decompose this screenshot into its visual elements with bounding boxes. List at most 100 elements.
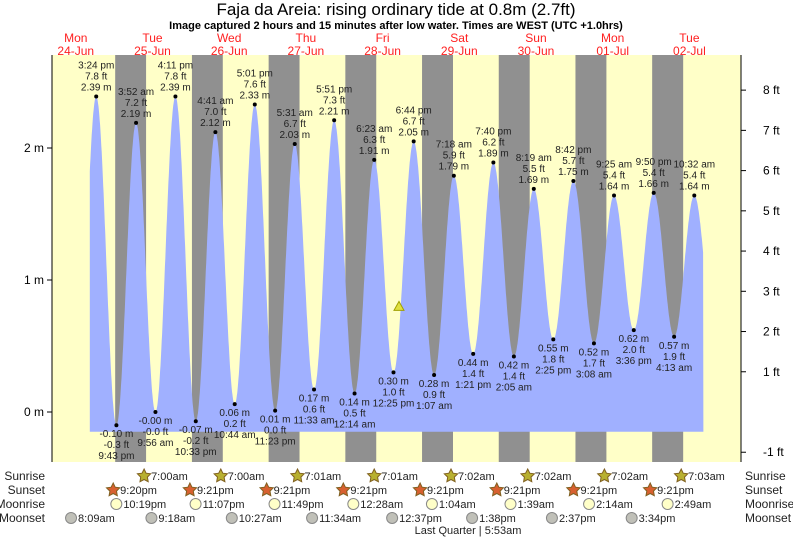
low-tide-label: 2.0 ft bbox=[623, 345, 645, 356]
sunset-time: 9:21pm bbox=[580, 485, 617, 497]
high-tide-label: 5.4 ft bbox=[643, 168, 665, 179]
extreme-point bbox=[94, 94, 99, 99]
row-label-right: Sunset bbox=[745, 483, 783, 497]
high-tide-label: 6:23 am bbox=[356, 124, 392, 135]
low-tide-label: -0.00 m bbox=[138, 416, 172, 427]
sunset-time: 9:21pm bbox=[427, 485, 464, 497]
sunset-icon bbox=[642, 481, 658, 497]
current-tide-marker bbox=[393, 300, 405, 311]
low-tide-label: 0.2 ft bbox=[224, 419, 246, 430]
high-tide-label: 1.66 m bbox=[638, 179, 669, 190]
moonrise-icon bbox=[583, 498, 596, 510]
moonrise-time: 11:07pm bbox=[203, 499, 245, 511]
date-label: 24-Jun bbox=[57, 44, 94, 58]
high-tide-label: 2.39 m bbox=[160, 83, 191, 94]
sunrise-time: 7:02am bbox=[535, 471, 572, 483]
extreme-point bbox=[134, 120, 139, 125]
sunset-icon bbox=[489, 481, 505, 497]
date-label: 25-Jun bbox=[134, 44, 171, 58]
extreme-point bbox=[292, 142, 297, 147]
sunrise-time: 7:01am bbox=[381, 471, 418, 483]
day-label: Sun bbox=[525, 31, 546, 45]
high-tide-label: 4:11 pm bbox=[158, 61, 193, 72]
y-tick-label: 0 m bbox=[24, 405, 44, 419]
extreme-point bbox=[332, 118, 337, 123]
sunset-icon bbox=[412, 481, 428, 497]
low-tide-label: 0.42 m bbox=[499, 361, 530, 372]
extreme-point bbox=[411, 139, 416, 144]
y-tick-label: 2 m bbox=[24, 141, 44, 155]
low-tide-label: 1.4 ft bbox=[462, 369, 484, 380]
low-tide-label: 0.6 ft bbox=[303, 405, 325, 416]
date-label: 26-Jun bbox=[211, 44, 248, 58]
y2-tick-label: 4 ft bbox=[763, 244, 780, 258]
moonset-icon bbox=[145, 512, 158, 524]
moonrise-time: 2:14am bbox=[596, 499, 633, 511]
day-label: Tue bbox=[679, 31, 700, 45]
extreme-point bbox=[114, 423, 119, 428]
low-tide-label: 11:23 pm bbox=[255, 437, 296, 448]
extreme-point bbox=[252, 102, 257, 107]
moonset-icon bbox=[65, 512, 78, 524]
low-tide-label: 0.06 m bbox=[219, 408, 250, 419]
extreme-point bbox=[213, 130, 218, 135]
low-tide-label: 11:33 am bbox=[294, 416, 335, 427]
high-tide-label: 2.19 m bbox=[121, 109, 152, 120]
date-label: 30-Jun bbox=[518, 44, 555, 58]
high-tide-label: 1.69 m bbox=[519, 175, 550, 186]
low-tide-label: 0.9 ft bbox=[423, 390, 445, 401]
high-tide-label: 5:01 pm bbox=[237, 68, 273, 79]
y2-tick-label: 7 ft bbox=[763, 123, 780, 137]
extreme-point bbox=[232, 402, 237, 407]
low-tide-label: 0.17 m bbox=[299, 394, 330, 405]
high-tide-label: 5.7 ft bbox=[562, 156, 584, 167]
high-tide-label: 5.9 ft bbox=[443, 151, 465, 162]
high-tide-label: 2.21 m bbox=[319, 106, 350, 117]
high-tide-label: 5:51 pm bbox=[316, 84, 352, 95]
extreme-point bbox=[312, 387, 317, 392]
low-tide-label: 0.01 m bbox=[260, 415, 291, 426]
high-tide-label: 7.0 ft bbox=[204, 107, 226, 118]
low-tide-label: 1.0 ft bbox=[382, 387, 404, 398]
moonset-icon bbox=[545, 512, 558, 524]
high-tide-label: 7.8 ft bbox=[85, 72, 107, 83]
low-tide-label: 9:56 am bbox=[137, 438, 173, 449]
extreme-point bbox=[352, 391, 357, 396]
sunset-time: 9:21pm bbox=[197, 485, 234, 497]
moonset-icon bbox=[625, 512, 638, 524]
low-tide-label: 0.55 m bbox=[538, 343, 569, 354]
low-tide-label: 1.4 ft bbox=[503, 372, 525, 383]
high-tide-label: 3:24 pm bbox=[78, 61, 114, 72]
low-tide-label: 0.62 m bbox=[618, 334, 649, 345]
extreme-point bbox=[591, 341, 596, 346]
sunrise-time: 7:02am bbox=[458, 471, 495, 483]
moonrise-time: 10:19pm bbox=[123, 499, 166, 511]
high-tide-label: 5.4 ft bbox=[603, 171, 625, 182]
moonset-time: 3:34pm bbox=[639, 513, 676, 525]
low-tide-label: 1.8 ft bbox=[542, 354, 564, 365]
high-tide-label: 7.2 ft bbox=[125, 98, 147, 109]
moonset-time: 11:34am bbox=[319, 513, 361, 525]
low-tide-label: 3:08 am bbox=[576, 369, 612, 380]
low-tide-label: 2:25 pm bbox=[535, 365, 571, 376]
low-tide-label: 1:07 am bbox=[416, 401, 452, 412]
day-label: Tue bbox=[142, 31, 163, 45]
high-tide-label: 5:31 am bbox=[277, 108, 313, 119]
chart-subtitle: Image captured 2 hours and 15 minutes af… bbox=[169, 20, 623, 32]
day-label: Mon bbox=[601, 31, 624, 45]
extreme-point bbox=[193, 419, 198, 424]
y2-tick-label: 8 ft bbox=[763, 83, 780, 97]
extreme-point bbox=[531, 186, 536, 191]
extreme-point bbox=[471, 351, 476, 356]
low-tide-label: 0.14 m bbox=[339, 398, 370, 409]
sunrise-icon bbox=[289, 467, 306, 483]
extreme-point bbox=[153, 410, 158, 414]
extreme-point bbox=[173, 94, 178, 99]
sunrise-icon bbox=[596, 467, 613, 483]
high-tide-label: 1.91 m bbox=[359, 146, 390, 157]
sunrise-time: 7:03am bbox=[688, 471, 725, 483]
y2-tick-label: 5 ft bbox=[763, 204, 780, 218]
high-tide-label: 7.8 ft bbox=[164, 72, 186, 83]
extreme-point bbox=[571, 179, 576, 183]
low-tide-label: 1.7 ft bbox=[583, 358, 605, 369]
